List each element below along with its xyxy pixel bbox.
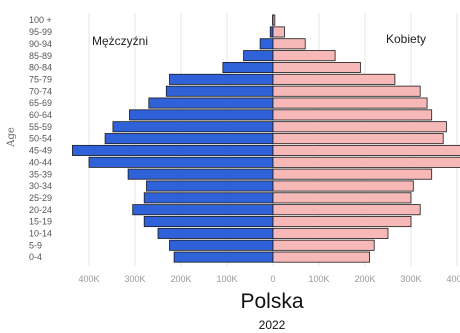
female-bar	[272, 156, 460, 168]
y-tick-label: 40-44	[29, 157, 52, 167]
y-tick-label: 25-29	[29, 193, 52, 203]
female-bar	[272, 14, 276, 26]
y-tick-label: 30-34	[29, 181, 52, 191]
female-bar	[272, 62, 361, 74]
male-bar	[132, 204, 274, 216]
y-tick-label: 55-59	[29, 122, 52, 132]
y-tick-label: 35-39	[29, 169, 52, 179]
bars	[72, 14, 460, 263]
x-tick-label: 400K	[78, 274, 99, 284]
female-bar	[272, 227, 389, 239]
female-bar	[272, 192, 412, 204]
y-tick-label: 95-99	[29, 27, 52, 37]
y-tick-label: 45-49	[29, 146, 52, 156]
x-tick-label: 100K	[216, 274, 237, 284]
x-tick-labels: 400K 300K 200K 100K 0 100K 200K 300K 400K	[78, 274, 460, 284]
male-bar	[88, 156, 274, 168]
female-bar	[272, 168, 433, 180]
y-tick-label: 5-9	[29, 240, 42, 250]
female-bar	[272, 73, 396, 85]
female-bar	[272, 239, 375, 251]
y-tick-label: 0-4	[29, 252, 42, 262]
female-bar	[272, 144, 460, 156]
female-bar	[272, 109, 433, 121]
y-axis-title: Age	[6, 127, 17, 148]
female-bar	[272, 251, 370, 263]
y-tick-label: 15-19	[29, 217, 52, 227]
female-bar	[272, 216, 412, 228]
chart-subtitle: 2022	[259, 318, 286, 332]
x-tick-label: 0	[270, 274, 275, 284]
x-tick-label: 400K	[446, 274, 460, 284]
x-tick-label: 300K	[400, 274, 421, 284]
male-bar	[169, 239, 274, 251]
male-bar	[143, 216, 274, 228]
x-tick-label: 100K	[308, 274, 329, 284]
male-bar	[243, 50, 274, 62]
male-bar	[148, 97, 274, 109]
female-bar	[272, 121, 447, 133]
male-bar	[169, 73, 274, 85]
female-bar	[272, 204, 421, 216]
male-bar	[104, 133, 274, 145]
y-tick-label: 85-89	[29, 51, 52, 61]
y-tick-label: 20-24	[29, 205, 52, 215]
y-tick-label: 100 +	[29, 15, 52, 25]
male-bar	[146, 180, 274, 192]
female-bar	[272, 133, 444, 145]
male-bar	[129, 109, 274, 121]
female-bar	[272, 50, 336, 62]
y-tick-label: 80-84	[29, 63, 52, 73]
male-bar	[143, 192, 274, 204]
chart-title: Polska	[240, 290, 303, 313]
x-tick-label: 200K	[354, 274, 375, 284]
male-bar	[127, 168, 274, 180]
x-tick-label: 300K	[124, 274, 145, 284]
y-tick-label: 70-74	[29, 86, 52, 96]
male-bar	[157, 227, 274, 239]
y-tick-label: 10-14	[29, 229, 52, 239]
y-tick-label: 90-94	[29, 39, 52, 49]
male-bar	[259, 38, 274, 50]
female-bar	[272, 38, 306, 50]
y-tick-label: 60-64	[29, 110, 52, 120]
male-bar	[72, 144, 274, 156]
male-bar	[222, 62, 274, 74]
male-bar	[173, 251, 274, 263]
y-tick-label: 50-54	[29, 134, 52, 144]
female-bar	[272, 180, 414, 192]
female-bar	[272, 97, 428, 109]
male-series-label: Mężczyźni	[92, 34, 148, 48]
male-bar	[269, 26, 274, 38]
y-tick-label: 65-69	[29, 98, 52, 108]
female-series-label: Kobiety	[386, 32, 426, 46]
male-bar	[165, 85, 274, 97]
y-tick-label: 75-79	[29, 74, 52, 84]
female-bar	[272, 26, 285, 38]
x-tick-label: 200K	[170, 274, 191, 284]
female-bar	[272, 85, 421, 97]
male-bar	[112, 121, 274, 133]
